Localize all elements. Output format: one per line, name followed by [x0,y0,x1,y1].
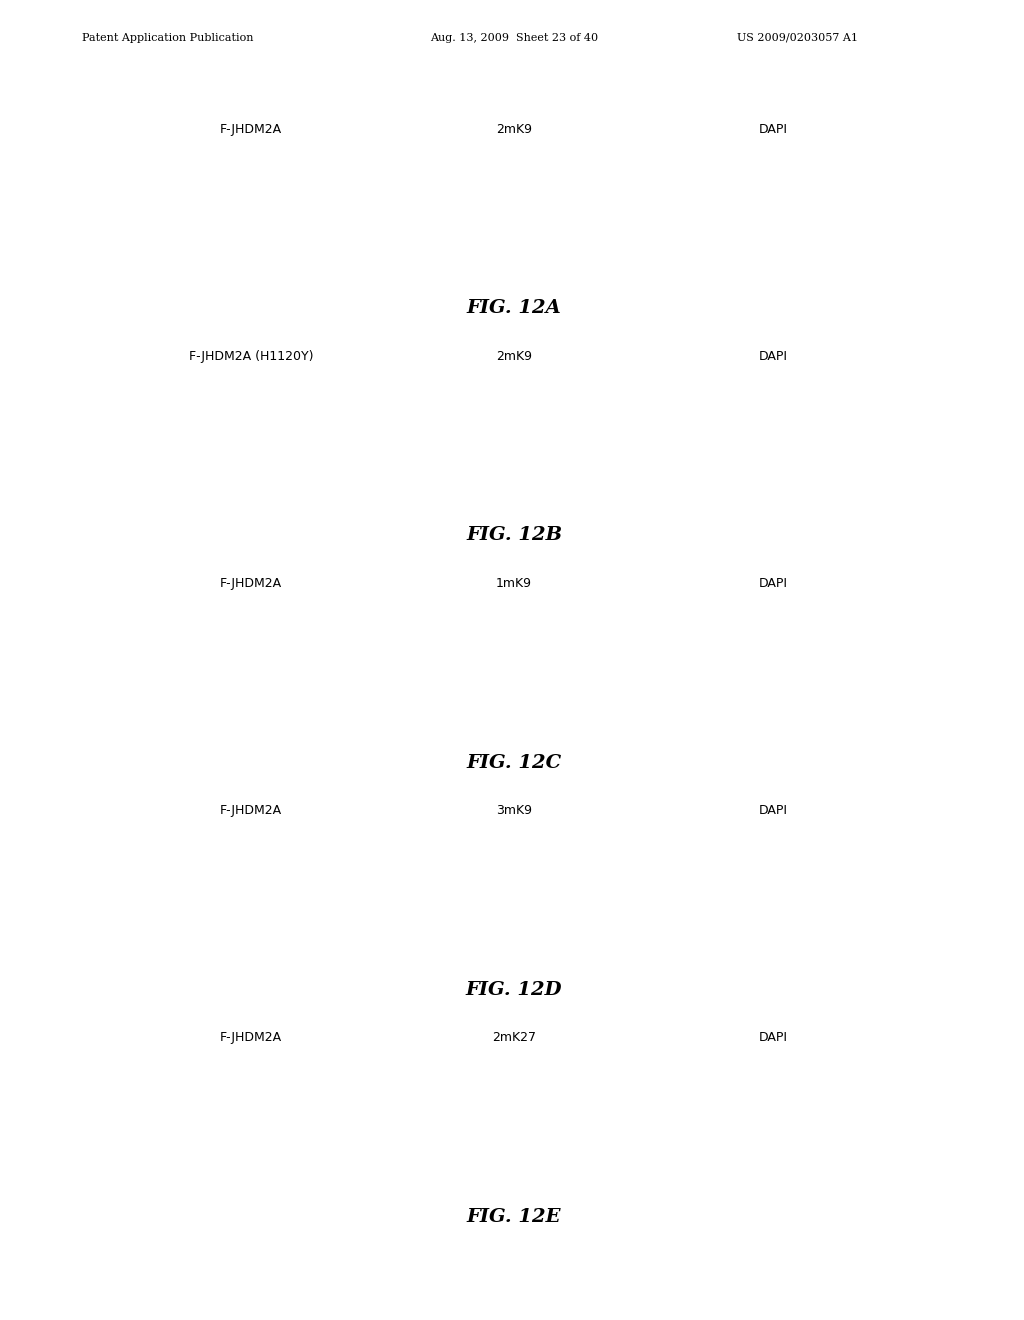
Text: 1mK9: 1mK9 [496,577,532,590]
Text: DAPI: DAPI [759,577,787,590]
Text: 2mK27: 2mK27 [493,1031,536,1044]
Text: US 2009/0203057 A1: US 2009/0203057 A1 [737,33,858,44]
Text: DAPI: DAPI [759,123,787,136]
Text: DAPI: DAPI [759,1031,787,1044]
Text: 3mK9: 3mK9 [496,804,532,817]
Text: 2mK9: 2mK9 [496,123,532,136]
Text: F-JHDM2A: F-JHDM2A [220,577,282,590]
Text: 2mK9: 2mK9 [496,350,532,363]
Text: Aug. 13, 2009  Sheet 23 of 40: Aug. 13, 2009 Sheet 23 of 40 [430,33,598,44]
Text: FIG. 12B: FIG. 12B [466,527,562,544]
Text: F-JHDM2A: F-JHDM2A [220,1031,282,1044]
Text: DAPI: DAPI [759,804,787,817]
Text: F-JHDM2A: F-JHDM2A [220,123,282,136]
Text: F-JHDM2A (H1120Y): F-JHDM2A (H1120Y) [188,350,313,363]
Text: FIG. 12C: FIG. 12C [467,754,561,771]
Text: DAPI: DAPI [759,350,787,363]
Text: ★: ★ [238,1137,244,1143]
Text: FIG. 12D: FIG. 12D [466,981,562,998]
Text: Patent Application Publication: Patent Application Publication [82,33,253,44]
Text: F-JHDM2A: F-JHDM2A [220,804,282,817]
Text: FIG. 12E: FIG. 12E [467,1208,561,1225]
Text: FIG. 12A: FIG. 12A [467,300,561,317]
